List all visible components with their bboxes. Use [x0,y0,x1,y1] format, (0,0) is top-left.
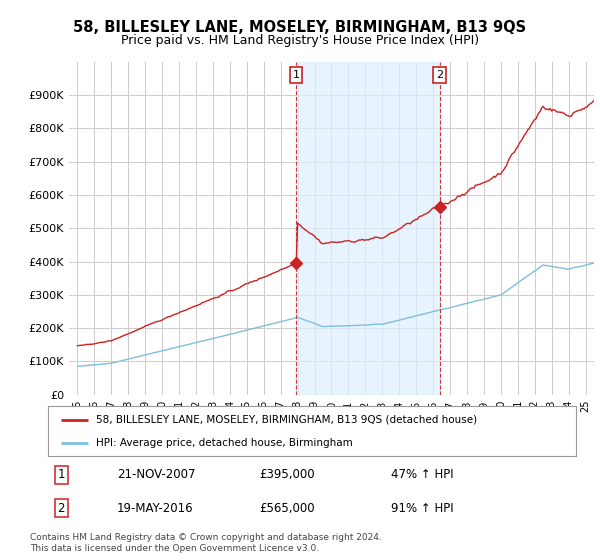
Text: £395,000: £395,000 [259,468,315,481]
Bar [296,62,440,395]
Text: HPI: Average price, detached house, Birmingham: HPI: Average price, detached house, Birm… [95,438,352,448]
Text: 2: 2 [436,70,443,80]
Text: Contains HM Land Registry data © Crown copyright and database right 2024.: Contains HM Land Registry data © Crown c… [30,533,382,542]
Text: 1: 1 [58,468,65,481]
Text: 21-NOV-2007: 21-NOV-2007 [116,468,195,481]
Text: 58, BILLESLEY LANE, MOSELEY, BIRMINGHAM, B13 9QS: 58, BILLESLEY LANE, MOSELEY, BIRMINGHAM,… [73,20,527,35]
Text: 1: 1 [292,70,299,80]
Text: 91% ↑ HPI: 91% ↑ HPI [391,502,454,515]
Text: 47% ↑ HPI: 47% ↑ HPI [391,468,454,481]
Text: This data is licensed under the Open Government Licence v3.0.: This data is licensed under the Open Gov… [30,544,319,553]
Text: 58, BILLESLEY LANE, MOSELEY, BIRMINGHAM, B13 9QS (detached house): 58, BILLESLEY LANE, MOSELEY, BIRMINGHAM,… [95,414,476,424]
Text: 2: 2 [58,502,65,515]
Text: £565,000: £565,000 [259,502,315,515]
Text: 19-MAY-2016: 19-MAY-2016 [116,502,193,515]
Text: Price paid vs. HM Land Registry's House Price Index (HPI): Price paid vs. HM Land Registry's House … [121,34,479,46]
